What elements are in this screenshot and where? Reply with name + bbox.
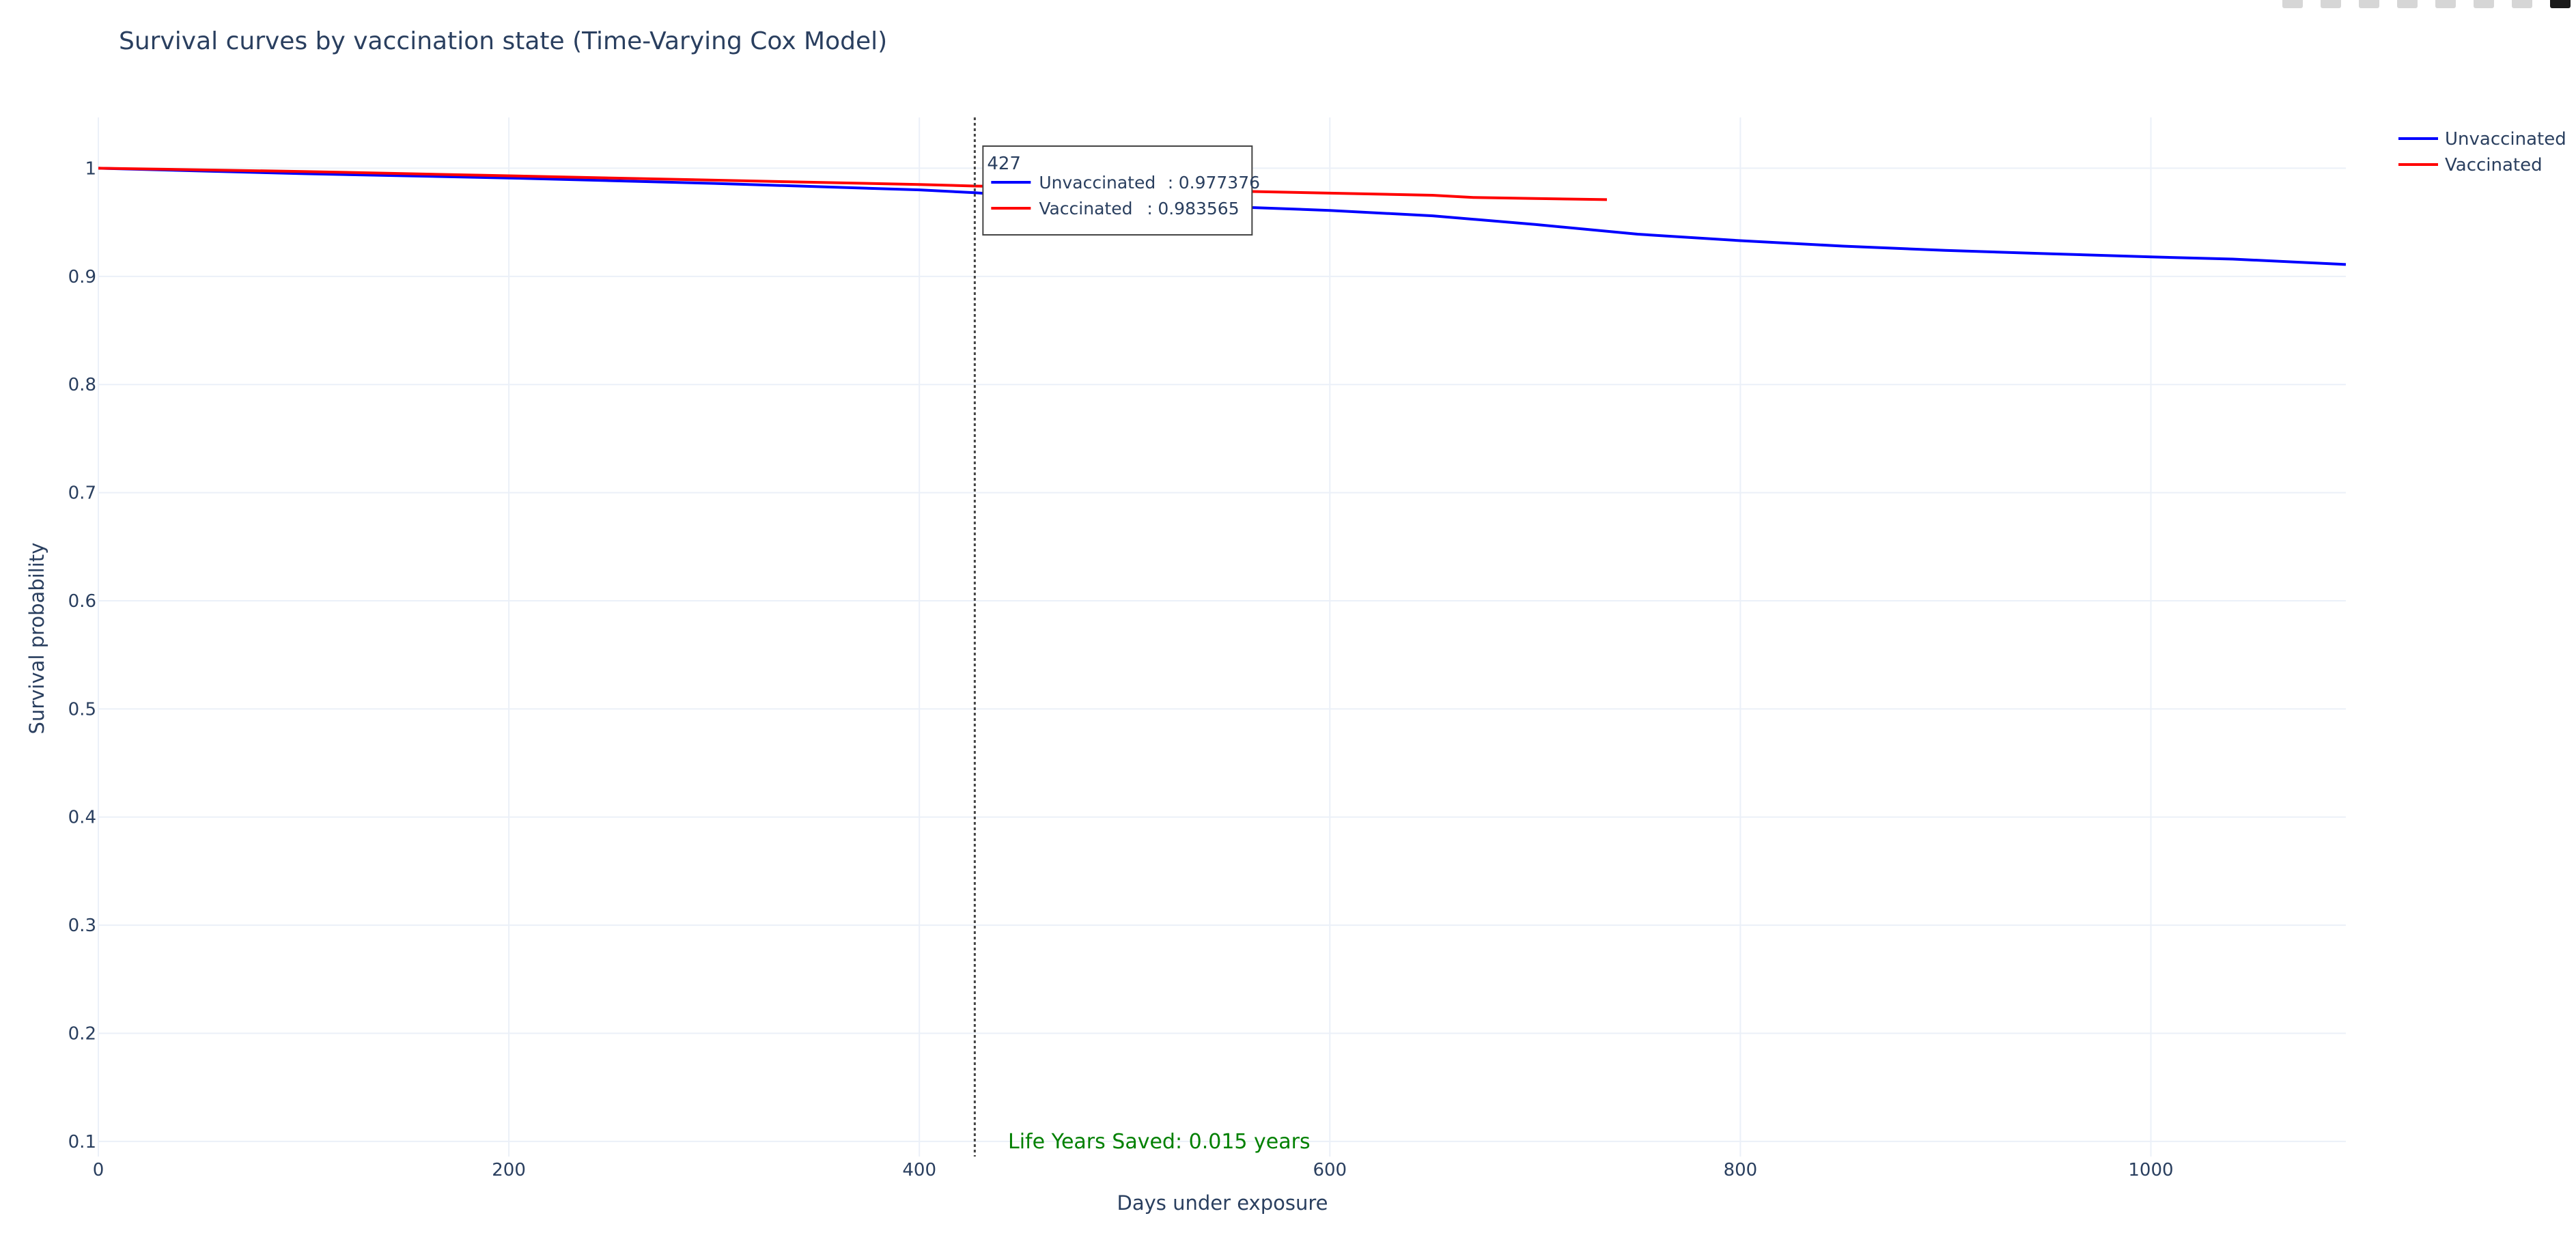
hover-x-value: 427	[987, 154, 1021, 174]
pan-icon[interactable]	[2359, 0, 2379, 8]
hover-series-value: 0.983565	[1158, 199, 1239, 218]
y-tick-label: 1	[85, 158, 96, 179]
hover-separator: :	[1147, 199, 1152, 218]
zoom-icon[interactable]	[2321, 0, 2341, 8]
hover-separator: :	[1168, 173, 1173, 193]
hover-series-value: 0.977376	[1179, 173, 1260, 193]
series-line-unvaccinated[interactable]	[98, 167, 2347, 266]
zoom-in-icon[interactable]	[2397, 0, 2418, 8]
zoom-out-icon[interactable]	[2435, 0, 2456, 8]
chart-title: Survival curves by vaccination state (Ti…	[119, 27, 887, 55]
y-tick-label: 0.4	[68, 808, 96, 828]
x-tick-label: 600	[1313, 1160, 1347, 1180]
plotly-logo-icon[interactable]	[2550, 0, 2571, 8]
modebar	[2282, 0, 2571, 10]
y-tick-label: 0.1	[68, 1132, 96, 1152]
legend-label-unvaccinated[interactable]: Unvaccinated	[2445, 129, 2566, 150]
legend-label-vaccinated[interactable]: Vaccinated	[2445, 155, 2543, 175]
x-tick-label: 400	[902, 1160, 936, 1180]
y-tick-label: 0.3	[68, 916, 96, 936]
hover-series-name: Vaccinated	[1039, 199, 1132, 218]
y-tick-label: 0.9	[68, 267, 96, 287]
autoscale-icon[interactable]	[2474, 0, 2494, 8]
hover-tooltip	[982, 145, 1253, 236]
life-years-annotation: Life Years Saved: 0.015 years	[1008, 1130, 1311, 1154]
y-tick-label: 0.8	[68, 375, 96, 395]
x-tick-label: 0	[93, 1160, 104, 1180]
x-axis-label: Days under exposure	[1117, 1191, 1328, 1215]
y-tick-label: 0.7	[68, 483, 96, 504]
camera-icon[interactable]	[2282, 0, 2303, 8]
hover-series-name: Unvaccinated	[1039, 173, 1156, 193]
x-tick-label: 200	[492, 1160, 526, 1180]
y-tick-label: 0.2	[68, 1023, 96, 1044]
y-axis-label: Survival probability	[25, 543, 48, 735]
series-line-vaccinated[interactable]	[98, 167, 1608, 201]
x-tick-label: 800	[1724, 1160, 1758, 1180]
y-tick-label: 0.6	[68, 591, 96, 612]
x-tick-label: 1000	[2128, 1160, 2173, 1180]
reset-axes-icon[interactable]	[2512, 0, 2532, 8]
y-tick-label: 0.5	[68, 699, 96, 720]
